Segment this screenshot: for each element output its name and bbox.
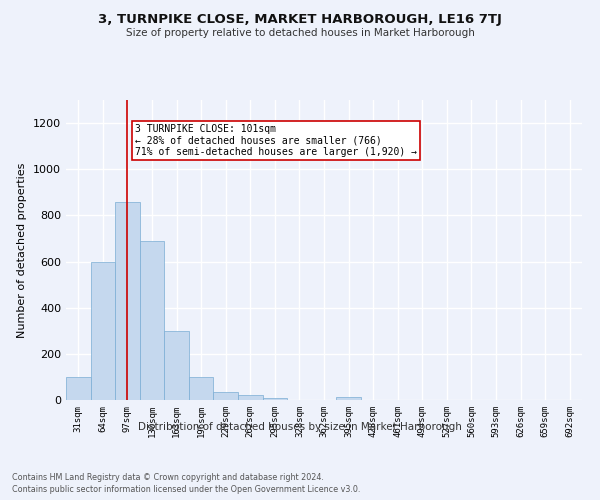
Text: Contains public sector information licensed under the Open Government Licence v3: Contains public sector information licen… — [12, 485, 361, 494]
Bar — [66, 377, 91, 400]
Bar — [263, 398, 287, 400]
Bar — [140, 241, 164, 400]
Text: Distribution of detached houses by size in Market Harborough: Distribution of detached houses by size … — [138, 422, 462, 432]
Bar — [238, 395, 263, 400]
Bar — [189, 377, 214, 400]
Bar — [164, 331, 189, 400]
Bar — [91, 262, 115, 400]
Bar — [214, 392, 238, 400]
Y-axis label: Number of detached properties: Number of detached properties — [17, 162, 28, 338]
Text: Size of property relative to detached houses in Market Harborough: Size of property relative to detached ho… — [125, 28, 475, 38]
Text: 3 TURNPIKE CLOSE: 101sqm
← 28% of detached houses are smaller (766)
71% of semi-: 3 TURNPIKE CLOSE: 101sqm ← 28% of detach… — [135, 124, 417, 158]
Text: Contains HM Land Registry data © Crown copyright and database right 2024.: Contains HM Land Registry data © Crown c… — [12, 472, 324, 482]
Bar — [115, 202, 140, 400]
Text: 3, TURNPIKE CLOSE, MARKET HARBOROUGH, LE16 7TJ: 3, TURNPIKE CLOSE, MARKET HARBOROUGH, LE… — [98, 12, 502, 26]
Bar — [336, 397, 361, 400]
